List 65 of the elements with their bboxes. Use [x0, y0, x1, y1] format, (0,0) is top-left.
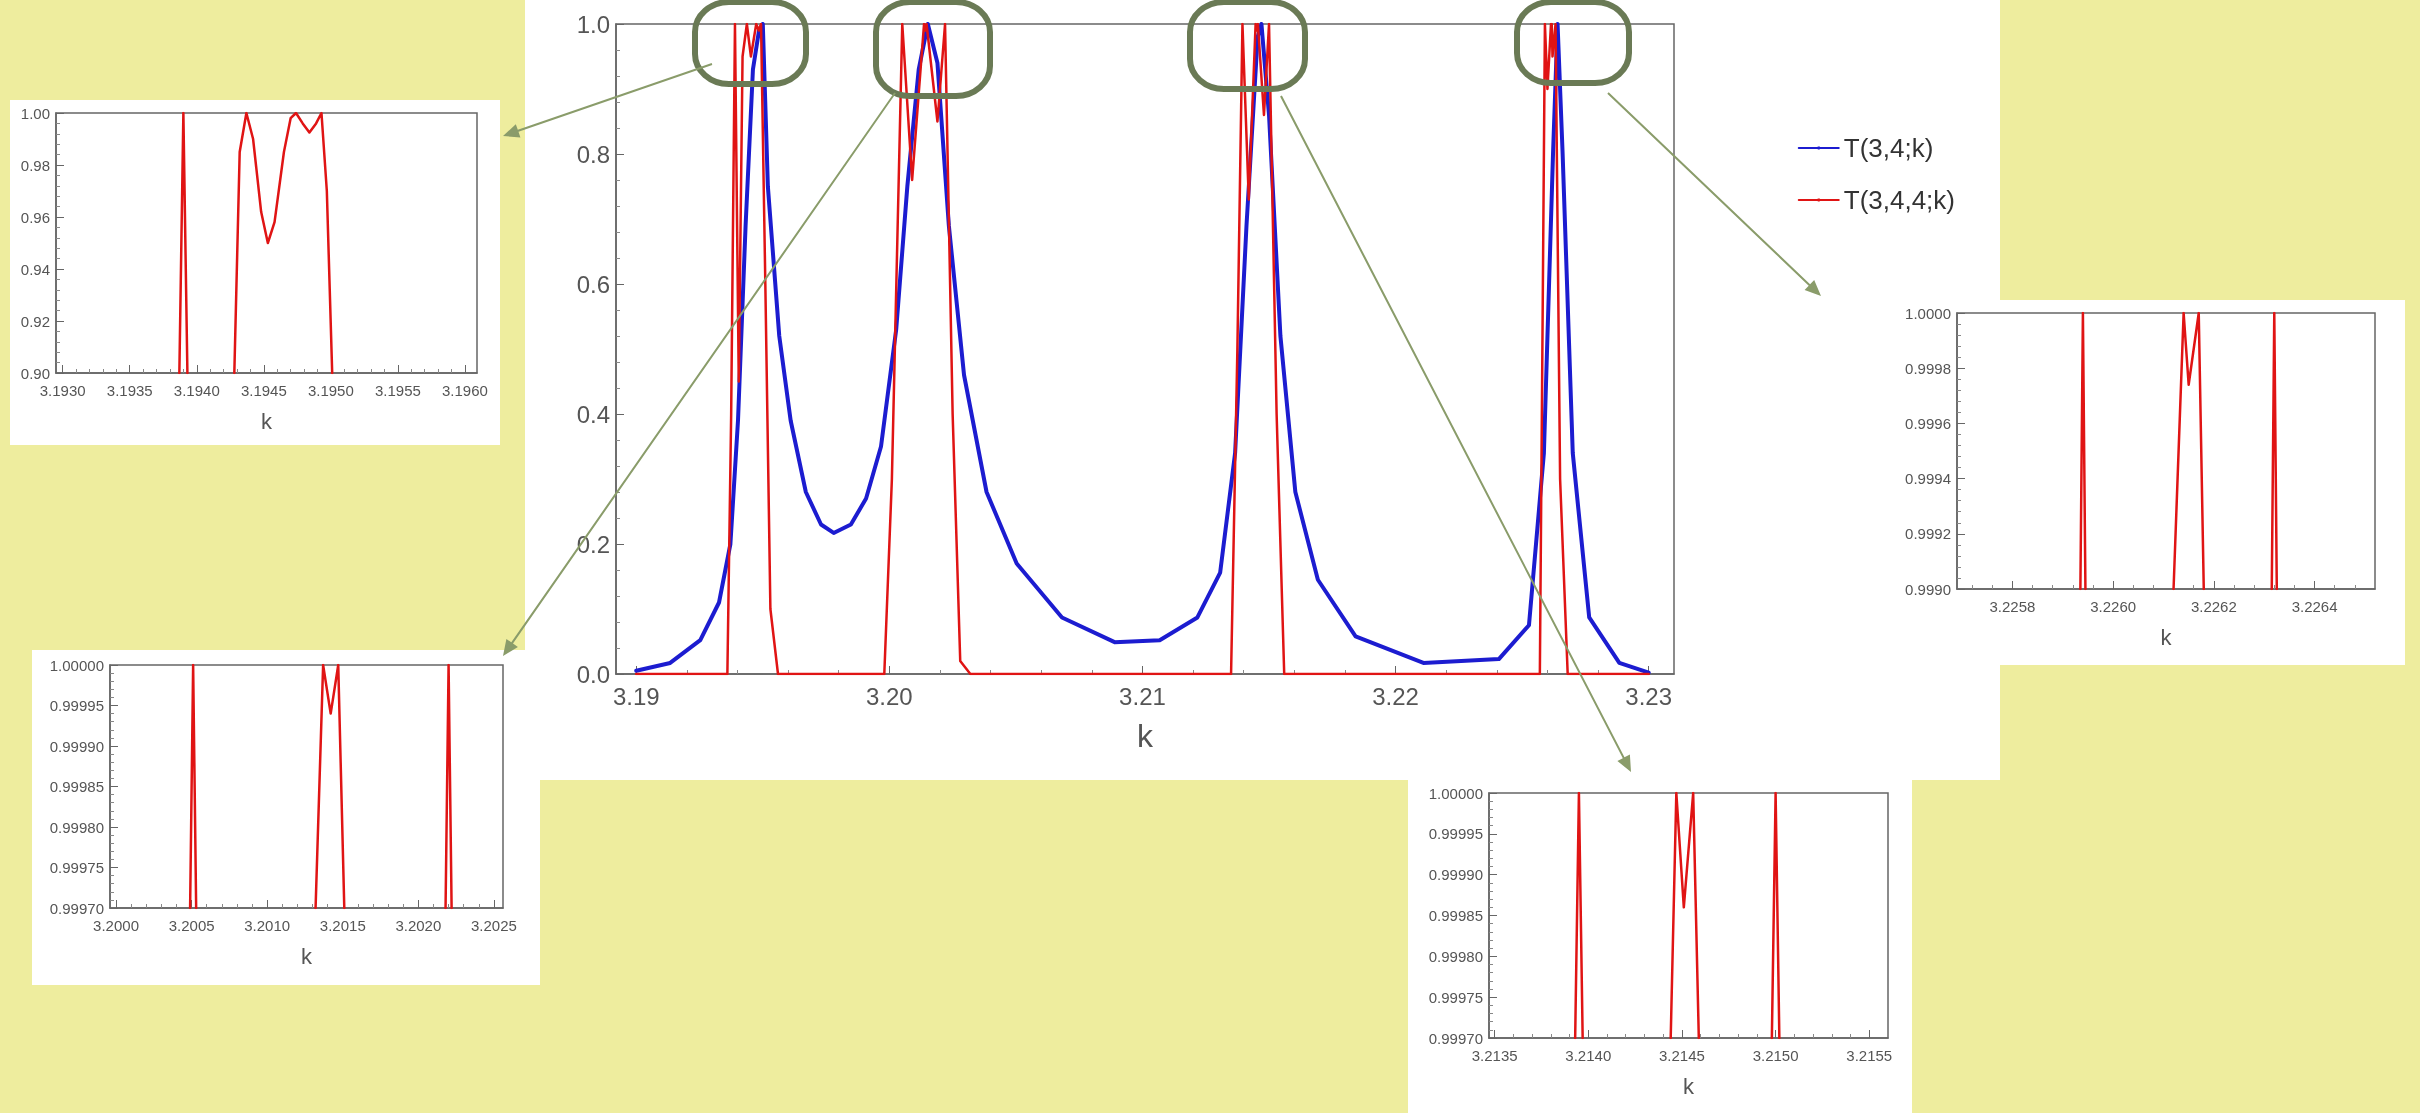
y-tick-label: 0.99990	[49, 737, 104, 755]
x-axis-title: k	[1683, 1073, 1695, 1099]
x-tick-label: 3.1930	[39, 382, 86, 399]
x-tick-label: 3.1940	[173, 382, 220, 399]
y-tick-label: 0.98	[20, 156, 50, 174]
x-tick-label: 3.1935	[106, 382, 153, 399]
x-tick-label: 3.22	[1372, 682, 1419, 710]
x-tick-label: 3.2262	[2190, 598, 2237, 615]
y-tick-label: 0.94	[20, 260, 50, 278]
y-tick-label: 0.4	[576, 400, 610, 428]
x-axis-title: k	[2160, 624, 2173, 650]
y-tick-label: 0.99970	[1428, 1029, 1483, 1047]
x-tick-label: 3.2145	[1659, 1047, 1705, 1064]
x-axis-title: k	[261, 408, 273, 434]
y-tick-label: 0.9992	[1905, 525, 1951, 543]
y-tick-label: 0.99995	[49, 697, 104, 714]
x-tick-label: 3.21	[1119, 682, 1166, 710]
x-tick-label: 3.23	[1625, 682, 1673, 710]
x-tick-label: 3.2135	[1471, 1047, 1518, 1064]
y-tick-label: 0.9996	[1905, 414, 1951, 432]
y-tick-label: 0.9998	[1905, 359, 1951, 377]
x-axis-title: k	[301, 943, 313, 969]
y-tick-label: 0.99975	[1428, 988, 1483, 1006]
y-tick-label: 0.99990	[1428, 866, 1483, 884]
x-tick-label: 3.2020	[395, 917, 442, 934]
y-tick-label: 0.0	[576, 660, 610, 688]
y-tick-label: 0.9994	[1905, 470, 1951, 488]
x-tick-label: 3.2015	[319, 917, 366, 934]
y-tick-label: 0.99970	[49, 899, 104, 917]
legend-label: T(3,4,4;k)	[1843, 185, 1955, 215]
x-tick-label: 3.1955	[374, 382, 421, 399]
x-tick-label: 3.2260	[2090, 598, 2137, 615]
y-tick-label: 0.9990	[1905, 580, 1951, 598]
x-axis-title: k	[1137, 718, 1154, 754]
x-tick-label: 3.1950	[307, 382, 354, 399]
y-tick-label: 0.99985	[1428, 907, 1483, 924]
y-tick-label: 1.00	[20, 104, 50, 122]
x-tick-label: 3.2010	[244, 917, 291, 934]
y-tick-label: 0.90	[20, 364, 50, 382]
x-tick-label: 3.2150	[1752, 1047, 1799, 1064]
y-tick-label: 1.00000	[49, 656, 104, 674]
y-tick-label: 1.0000	[1905, 304, 1951, 322]
x-tick-label: 3.20	[866, 682, 913, 710]
x-tick-label: 3.1945	[240, 382, 287, 399]
legend-label: T(3,4;k)	[1843, 133, 1934, 163]
y-tick-label: 0.8	[576, 140, 610, 168]
y-tick-label: 1.0	[576, 10, 610, 38]
x-tick-label: 3.2155	[1846, 1047, 1893, 1064]
x-tick-label: 3.2264	[2291, 598, 2338, 615]
x-tick-label: 3.2025	[470, 917, 517, 934]
y-tick-label: 0.99980	[1428, 947, 1483, 965]
x-tick-label: 3.2000	[93, 917, 139, 934]
y-tick-label: 0.99980	[49, 818, 104, 836]
x-tick-label: 3.2258	[1989, 598, 2036, 615]
x-tick-label: 3.2005	[168, 917, 215, 934]
y-tick-label: 0.92	[20, 312, 50, 330]
x-tick-label: 3.1960	[441, 382, 488, 399]
x-tick-label: 3.19	[612, 682, 660, 710]
y-tick-label: 0.99985	[49, 778, 104, 795]
y-tick-label: 0.99995	[1428, 825, 1483, 843]
y-tick-label: 0.99975	[49, 859, 104, 876]
y-tick-label: 0.6	[576, 270, 610, 298]
y-tick-label: 1.00000	[1428, 784, 1483, 802]
y-tick-label: 0.96	[20, 208, 50, 226]
x-tick-label: 3.2140	[1565, 1047, 1612, 1064]
